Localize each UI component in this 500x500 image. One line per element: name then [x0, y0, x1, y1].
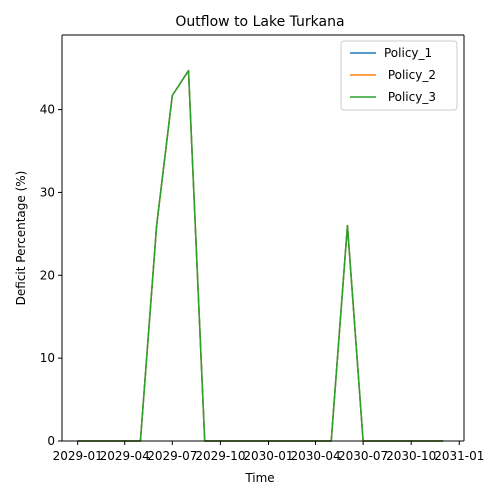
x-axis-label: Time [244, 471, 274, 485]
y-tick-label: 20 [40, 268, 55, 282]
x-tick-label: 2029-01 [53, 449, 103, 463]
chart-title: Outflow to Lake Turkana [175, 14, 344, 30]
x-tick-label: 2031-01 [434, 449, 484, 463]
x-tick-label: 2030-01 [243, 449, 293, 463]
legend-frame [340, 40, 458, 111]
y-axis-ticks: 0 10 20 30 40 [40, 103, 62, 448]
legend: Policy_1 Policy_2 Policy_3 [340, 40, 458, 111]
x-tick-label: 2030-10 [386, 449, 436, 463]
legend-label-policy-3: Policy_3 [384, 90, 436, 104]
x-tick-label: 2029-07 [147, 449, 197, 463]
legend-label-policy-2: Policy_2 [384, 68, 436, 82]
x-tick-label: 2030-07 [338, 449, 388, 463]
y-axis-label: Deficit Percentage (%) [14, 171, 28, 306]
x-tick-label: 2029-04 [100, 449, 150, 463]
y-tick-label: 0 [47, 434, 55, 448]
x-tick-label: 2030-04 [290, 449, 340, 463]
y-tick-label: 10 [40, 351, 55, 365]
y-tick-label: 40 [40, 103, 55, 117]
x-axis-ticks: 2029-012029-042029-072029-102030-012030-… [53, 441, 484, 463]
legend-label-policy-1: Policy_1 [384, 46, 432, 60]
x-tick-label: 2029-10 [195, 449, 245, 463]
y-tick-label: 30 [40, 185, 55, 199]
